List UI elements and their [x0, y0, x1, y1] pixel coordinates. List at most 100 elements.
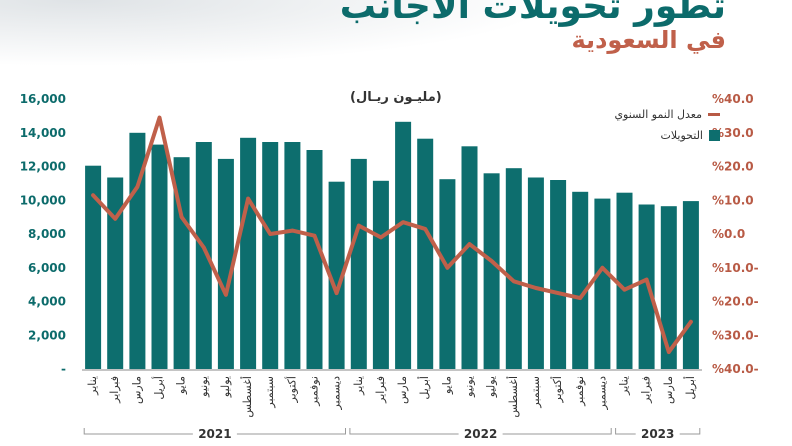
growth-point-17: [467, 242, 472, 246]
bar-17: [461, 146, 478, 370]
x-tick-label-0: يناير: [86, 376, 99, 396]
left-tick-label-6: 12,000: [20, 160, 66, 174]
growth-point-1: [113, 217, 117, 221]
left-tick-label-4: 8,000: [28, 227, 66, 241]
right-tick-label-3: %10.0: [712, 193, 754, 207]
growth-point-11: [334, 291, 339, 295]
growth-point-19: [512, 279, 516, 284]
right-tick-label-6: %20.0-: [712, 295, 759, 309]
bar-26: [660, 206, 677, 369]
bar-1: [107, 177, 124, 369]
left-tick-label-0: -: [61, 362, 66, 376]
growth-point-22: [578, 296, 582, 300]
year-label-bg-2021: [192, 426, 237, 442]
year-label-2021: 2021: [198, 427, 231, 441]
bar-11: [328, 181, 345, 369]
legend-growth-label: معدل النمو السنوي: [614, 108, 702, 121]
growth-point-23: [600, 266, 605, 270]
bar-19: [505, 168, 522, 369]
x-tick-label-16: مايو: [440, 376, 453, 395]
bar-10: [306, 150, 323, 369]
left-tick-label-8: 16,000: [20, 92, 66, 106]
growth-point-18: [489, 259, 494, 263]
bar-6: [217, 158, 234, 369]
growth-point-8: [268, 232, 273, 236]
bar-25: [638, 204, 655, 369]
growth-point-21: [556, 291, 560, 295]
left-tick-label-7: 14,000: [20, 126, 66, 140]
year-label-bg-2023: [635, 426, 680, 442]
right-tick-label-7: %30.0-: [712, 328, 759, 342]
year-label-2023: 2023: [641, 427, 674, 441]
bar-15: [417, 138, 434, 369]
x-tick-label-19: أغسطس: [506, 376, 520, 418]
growth-point-10: [312, 233, 317, 238]
x-tick-label-11: ديسمبر: [330, 376, 343, 411]
growth-point-2: [135, 185, 140, 189]
right-tick-label-8: %40.0-: [712, 362, 759, 376]
growth-point-14: [401, 220, 405, 224]
x-tick-label-15: أبريل: [417, 376, 431, 400]
bar-22: [572, 191, 589, 369]
growth-point-0: [91, 193, 95, 197]
growth-point-5: [202, 245, 206, 250]
growth-point-15: [423, 227, 428, 231]
growth-point-24: [622, 287, 627, 292]
x-tick-label-6: يوليو: [219, 376, 232, 398]
x-tick-label-8: سبتمبر: [263, 376, 276, 409]
right-tick-label-1: %30.0: [712, 126, 754, 140]
bar-3: [151, 144, 168, 369]
bar-23: [594, 198, 611, 369]
x-tick-label-20: سبتمبر: [529, 376, 542, 409]
legend-transfers-label: التحويلات: [660, 129, 704, 142]
left-tick-label-1: 2,000: [28, 328, 66, 342]
x-tick-label-27: أبريل: [683, 376, 697, 400]
legend-item-transfers: التحويلات: [560, 129, 720, 142]
x-tick-label-12: يناير: [352, 376, 365, 396]
unit-label: (مليـون ريـال): [350, 90, 442, 105]
x-tick-label-14: مارس: [396, 376, 409, 404]
bar-8: [262, 142, 279, 369]
right-tick-label-5: %10.0-: [712, 261, 759, 275]
x-tick-label-1: فبراير: [108, 376, 121, 404]
legend-line-swatch: [708, 113, 720, 116]
growth-point-4: [179, 215, 184, 219]
bar-16: [439, 179, 456, 369]
bar-12: [350, 158, 367, 369]
growth-point-12: [357, 223, 361, 228]
left-tick-label-5: 10,000: [20, 193, 66, 207]
growth-point-26: [667, 350, 671, 354]
bar-9: [284, 142, 301, 369]
growth-point-16: [445, 266, 450, 270]
bar-24: [616, 192, 633, 369]
x-tick-label-7: أغسطس: [240, 376, 254, 418]
x-tick-label-21: أكتوبر: [550, 376, 564, 403]
x-tick-label-18: يوليو: [485, 376, 498, 398]
x-tick-label-5: يونيو: [197, 376, 210, 398]
x-tick-label-9: أكتوبر: [284, 376, 298, 403]
x-tick-label-13: فبراير: [374, 376, 387, 404]
bar-0: [85, 165, 102, 369]
growth-point-20: [534, 286, 538, 290]
chart-title: تطور تحويلات الأجانب: [339, 0, 726, 27]
right-tick-label-4: %0.0: [712, 227, 745, 241]
x-tick-label-4: مايو: [175, 376, 188, 395]
bar-14: [395, 121, 412, 369]
growth-point-25: [644, 277, 649, 282]
legend-bar-swatch: [709, 130, 720, 141]
legend: معدل النمو السنوي التحويلات: [560, 108, 720, 150]
left-tick-label-2: 4,000: [28, 295, 66, 309]
bar-20: [527, 177, 544, 369]
x-tick-label-22: نوفمبر: [573, 376, 586, 407]
year-label-bg-2022: [458, 426, 503, 442]
growth-point-9: [290, 228, 295, 233]
chart-subtitle: في السعودية: [571, 26, 727, 54]
x-tick-label-3: أبريل: [152, 376, 166, 400]
growth-point-13: [379, 235, 383, 240]
x-tick-label-10: نوفمبر: [308, 376, 321, 407]
left-tick-label-3: 6,000: [28, 261, 66, 275]
growth-point-7: [246, 196, 250, 201]
growth-point-27: [689, 320, 693, 324]
